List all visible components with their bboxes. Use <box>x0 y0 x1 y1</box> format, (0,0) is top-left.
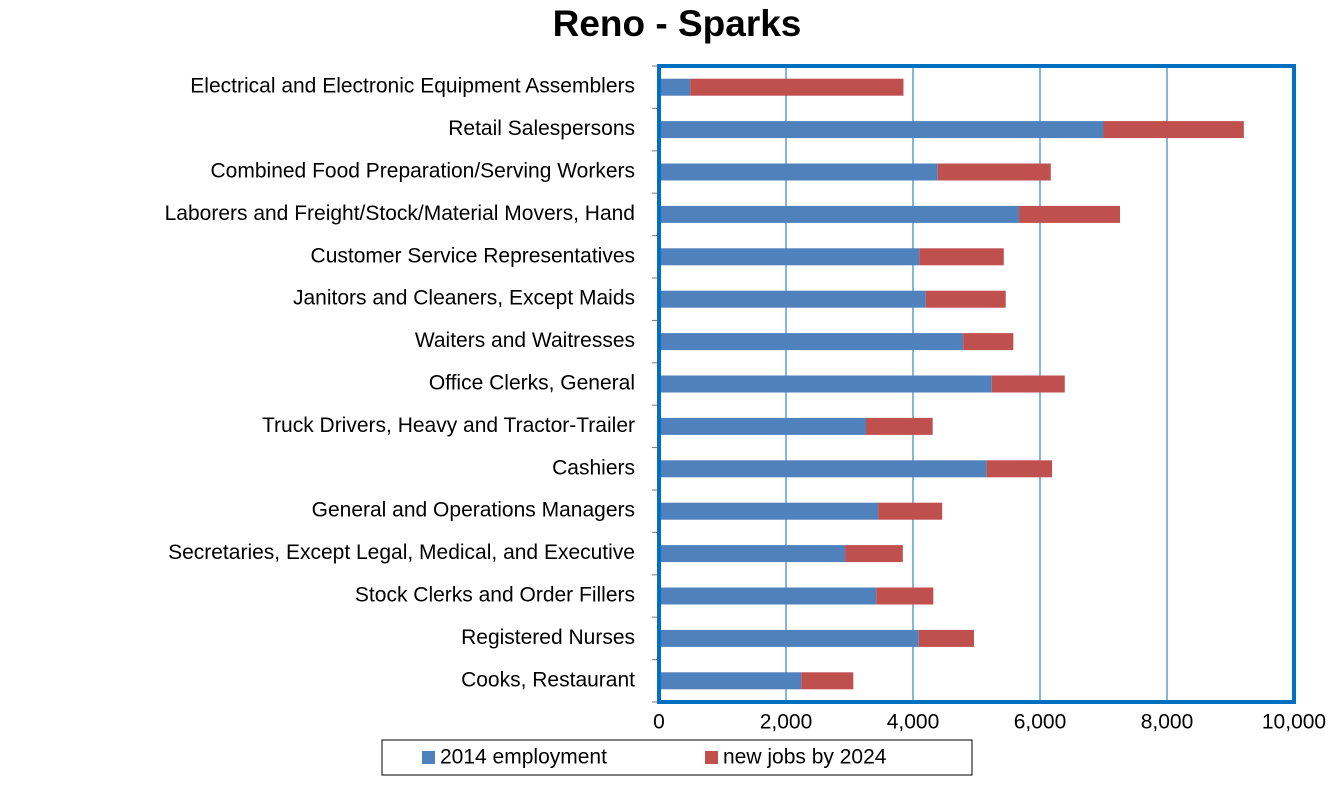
bar-segment <box>878 502 943 520</box>
bar-segment <box>659 417 867 435</box>
y-tick-label: Stock Clerks and Order Fillers <box>355 584 635 607</box>
bar-segment <box>690 78 904 96</box>
bar-segment <box>659 545 846 563</box>
y-tick-label: Office Clerks, General <box>429 372 635 395</box>
bar-segment <box>659 163 938 181</box>
legend-swatch <box>422 751 435 764</box>
bar-segment <box>659 672 802 690</box>
bar-segment <box>1019 205 1121 223</box>
bar-segment <box>659 587 877 605</box>
bar-segment <box>991 375 1065 393</box>
bar-segment <box>925 290 1006 308</box>
bar-segment <box>1103 121 1244 139</box>
y-tick-label: General and Operations Managers <box>312 499 635 522</box>
bar-segment <box>659 290 926 308</box>
y-tick-label: Janitors and Cleaners, Except Maids <box>293 287 635 310</box>
bar-segment <box>659 205 1020 223</box>
bar-segment <box>918 629 974 647</box>
y-tick-label: Retail Salespersons <box>448 117 635 140</box>
bar-segment <box>659 78 691 96</box>
bar-segment <box>659 629 919 647</box>
y-tick-label: Combined Food Preparation/Serving Worker… <box>211 160 635 183</box>
bar-segment <box>659 333 964 351</box>
bar-segment <box>801 672 854 690</box>
bar-segment <box>659 121 1104 139</box>
bar-segment <box>659 460 987 478</box>
bar-segment <box>919 248 1004 266</box>
bar-segment <box>659 248 920 266</box>
y-tick-label: Secretaries, Except Legal, Medical, and … <box>168 541 635 564</box>
y-tick-label: Cooks, Restaurant <box>461 668 635 691</box>
y-tick-label: Registered Nurses <box>461 626 635 649</box>
bar-segment <box>845 545 903 563</box>
x-tick-label: 0 <box>653 711 665 734</box>
legend-label: new jobs by 2024 <box>723 746 887 769</box>
x-tick-label: 10,000 <box>1262 711 1326 734</box>
y-tick-label: Electrical and Electronic Equipment Asse… <box>190 75 635 98</box>
y-tick-label: Truck Drivers, Heavy and Tractor-Trailer <box>262 414 635 437</box>
bar-segment <box>963 333 1014 351</box>
legend-swatch <box>705 751 718 764</box>
legend-label: 2014 employment <box>440 746 607 769</box>
x-tick-label: 6,000 <box>1014 711 1067 734</box>
y-tick-label: Cashiers <box>552 456 635 479</box>
bar-segment <box>876 587 934 605</box>
bar-segment <box>986 460 1053 478</box>
y-tick-label: Laborers and Freight/Stock/Material Move… <box>165 202 635 225</box>
legend-box <box>381 739 973 776</box>
x-tick-label: 2,000 <box>760 711 813 734</box>
y-tick-label: Customer Service Representatives <box>311 244 635 267</box>
chart-title: Reno - Sparks <box>553 3 802 44</box>
bar-segment <box>659 375 992 393</box>
bar-segment <box>866 417 933 435</box>
bar-segment <box>659 502 879 520</box>
bar-segment <box>937 163 1051 181</box>
y-tick-label: Waiters and Waitresses <box>415 329 635 352</box>
x-tick-label: 8,000 <box>1141 711 1194 734</box>
x-tick-label: 4,000 <box>887 711 940 734</box>
plot-border <box>657 64 1296 704</box>
